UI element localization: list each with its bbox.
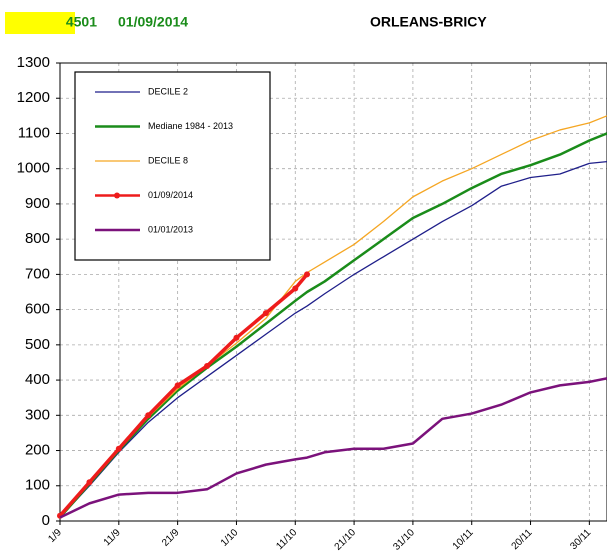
y-tick-label: 0: [42, 512, 50, 529]
y-tick-label: 200: [25, 442, 50, 459]
legend-label: DECILE 2: [148, 86, 188, 96]
plot-border: [59, 62, 607, 522]
y-tick-label: 300: [25, 406, 50, 423]
code-highlight: [5, 12, 75, 34]
y-tick-label: 900: [25, 195, 50, 212]
series-line: [58, 273, 309, 517]
x-tick-label: 1/9: [46, 527, 64, 545]
series-line: [59, 160, 607, 518]
x-tick-label: 31/10: [391, 527, 417, 552]
y-tick-label: 500: [25, 336, 50, 353]
y-tick-label: 1100: [18, 124, 50, 141]
series-marker: [174, 382, 181, 389]
y-tick-label: 700: [25, 265, 50, 282]
series-marker: [115, 445, 122, 452]
y-tick-label: 400: [25, 371, 50, 388]
series-marker: [304, 271, 311, 278]
x-tick-label: 21/10: [333, 527, 359, 552]
y-tick-label: 800: [25, 230, 50, 247]
x-tick-label: 11/10: [274, 527, 299, 552]
x-tick-label: 11/9: [102, 527, 123, 548]
y-tick-label: 100: [25, 477, 50, 494]
legend-label: 01/01/2013: [148, 224, 193, 234]
legend-label: Mediane 1984 - 2013: [148, 121, 233, 131]
series-marker: [233, 334, 240, 341]
station-name: ORLEANS-BRICY: [370, 14, 487, 30]
x-tick-label: 20/11: [510, 527, 535, 552]
series-marker: [86, 479, 93, 486]
legend-marker: [114, 192, 120, 199]
series-line: [59, 377, 607, 519]
y-tick-label: 1000: [17, 160, 50, 177]
legend-label: DECILE 8: [148, 155, 188, 165]
station-code: 4501: [66, 14, 97, 30]
y-tick-label: 1200: [17, 89, 50, 106]
x-tick-label: 21/9: [160, 527, 182, 549]
legend-box: [74, 71, 271, 261]
header-date: 01/09/2014: [118, 14, 188, 30]
series-marker: [292, 285, 299, 292]
series-marker: [262, 310, 269, 317]
series-marker: [145, 412, 152, 419]
legend-label: 01/09/2014: [148, 190, 193, 200]
series-line: [59, 132, 607, 519]
y-tick-label: 1300: [17, 54, 50, 71]
x-tick-label: 1/10: [219, 527, 241, 549]
series-marker: [204, 362, 211, 369]
y-tick-label: 600: [25, 301, 50, 318]
x-tick-label: 30/11: [568, 527, 593, 552]
x-tick-label: 10/11: [451, 527, 476, 552]
